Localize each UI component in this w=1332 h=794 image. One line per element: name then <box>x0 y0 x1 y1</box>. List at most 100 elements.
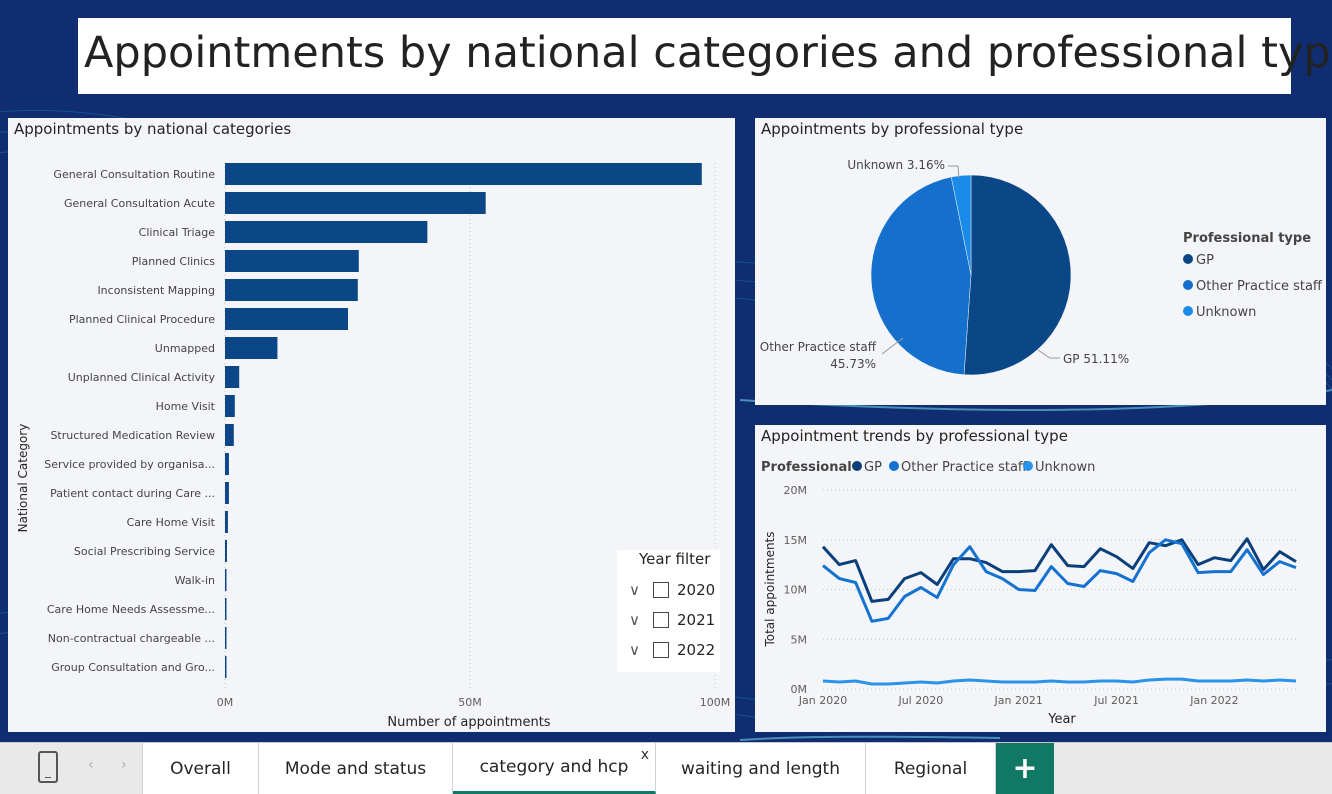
line-y-tick-label: 20M <box>784 484 808 497</box>
pie-legend-label: Unknown <box>1196 305 1256 320</box>
legend-dot <box>1183 280 1193 290</box>
tab-regional[interactable]: Regional <box>866 743 996 794</box>
bar[interactable] <box>225 598 227 620</box>
report-title: Appointments by national categories and … <box>84 28 1332 78</box>
bar[interactable] <box>225 656 227 678</box>
line-series[interactable] <box>821 537 1297 603</box>
pie-slice[interactable] <box>963 174 1072 376</box>
line-x-tick-label: Jan 2020 <box>798 694 847 707</box>
report-title-box: Appointments by national categories and … <box>78 18 1332 94</box>
bar[interactable] <box>225 569 227 591</box>
bar-chart: National Category Number of appointments… <box>16 163 730 730</box>
pie-label-other-value: 45.73% <box>830 357 876 371</box>
line-legend-title: Professional <box>761 460 852 475</box>
line-legend-item-other[interactable]: Other Practice staff <box>889 460 1028 475</box>
chevron-down-icon[interactable]: ∨ <box>629 641 640 659</box>
tab-next-icon[interactable]: › <box>121 757 127 773</box>
bar-category-label: Service provided by organisa... <box>44 458 215 471</box>
chevron-down-icon[interactable]: ∨ <box>629 611 640 629</box>
bar-category-label: Group Consultation and Gro... <box>51 661 215 674</box>
bar[interactable] <box>225 424 234 446</box>
bar-chart-y-axis-label: National Category <box>16 424 30 533</box>
mobile-layout-icon[interactable] <box>38 751 58 783</box>
legend-dot <box>1023 461 1033 471</box>
bar[interactable] <box>225 192 486 214</box>
tab-prev-icon[interactable]: ‹ <box>88 757 94 773</box>
pie-legend-label: Other Practice staff <box>1196 279 1323 294</box>
line-x-tick-label: Jan 2022 <box>1189 694 1238 707</box>
tab-label: Mode and status <box>284 758 427 779</box>
bar[interactable] <box>225 250 359 272</box>
year-option-2020[interactable]: ∨ 2020 <box>629 578 715 602</box>
line-legend-item-gp[interactable]: GP <box>852 460 882 475</box>
bar-category-label: Structured Medication Review <box>50 429 215 442</box>
line-chart-panel[interactable]: Appointment trends by professional type … <box>755 425 1326 732</box>
bar[interactable] <box>225 540 227 562</box>
tab-category-and-hcp[interactable]: category and hcp x <box>453 743 656 794</box>
bar-x-tick-label: 0M <box>217 696 234 709</box>
pie-legend-item-other[interactable]: Other Practice staff <box>1183 279 1323 294</box>
bar[interactable] <box>225 482 229 504</box>
bar-chart-panel[interactable]: Appointments by national categories Nati… <box>8 118 735 732</box>
add-page-button[interactable]: + <box>996 743 1054 794</box>
report-canvas: Appointments by national categories and … <box>0 18 1332 741</box>
close-icon[interactable]: x <box>640 747 649 763</box>
bar-chart-title: Appointments by national categories <box>14 120 292 138</box>
page-tab-bar: ‹ › Overall Mode and status category and… <box>0 742 1332 794</box>
line-y-tick-label: 15M <box>784 534 808 547</box>
bar[interactable] <box>225 337 278 359</box>
bar-x-tick-label: 50M <box>458 696 482 709</box>
bar-chart-x-axis-label: Number of appointments <box>387 715 550 730</box>
bar[interactable] <box>225 279 358 301</box>
pie-legend-title: Professional type <box>1183 231 1311 246</box>
year-checkbox[interactable] <box>653 642 669 658</box>
line-x-tick-label: Jul 2021 <box>1093 694 1139 707</box>
tab-label: Overall <box>170 758 231 779</box>
bar-category-label: General Consultation Routine <box>53 168 215 181</box>
pie-legend-item-unknown[interactable]: Unknown <box>1183 305 1256 320</box>
pie-slice[interactable] <box>950 174 972 276</box>
tab-mode-and-status[interactable]: Mode and status <box>259 743 453 794</box>
bar[interactable] <box>225 453 229 475</box>
tab-overall[interactable]: Overall <box>142 743 259 794</box>
bar-category-label: Inconsistent Mapping <box>97 284 215 297</box>
bar[interactable] <box>225 308 348 330</box>
bar[interactable] <box>225 221 428 243</box>
pie-slice[interactable] <box>870 176 972 376</box>
bar[interactable] <box>225 627 227 649</box>
pie-leader-other <box>881 337 904 355</box>
bar[interactable] <box>225 163 702 185</box>
line-chart-title: Appointment trends by professional type <box>761 427 1068 445</box>
bar-category-label: Planned Clinical Procedure <box>69 313 215 326</box>
bar[interactable] <box>225 395 235 417</box>
line-legend-item-unknown[interactable]: Unknown <box>1023 460 1095 475</box>
chevron-down-icon[interactable]: ∨ <box>629 581 640 599</box>
tab-label: Regional <box>893 758 968 779</box>
line-legend-label: Other Practice staff <box>901 460 1028 475</box>
year-checkbox[interactable] <box>653 582 669 598</box>
bar-category-label: Unplanned Clinical Activity <box>68 371 216 384</box>
line-y-tick-label: 0M <box>791 683 808 696</box>
bar-category-label: Unmapped <box>155 342 215 355</box>
bar[interactable] <box>225 511 228 533</box>
legend-dot <box>1183 306 1193 316</box>
pie-legend-item-gp[interactable]: GP <box>1183 253 1214 268</box>
pie-label-unknown: Unknown 3.16% <box>847 158 945 172</box>
bar-category-label: Social Prescribing Service <box>74 545 215 558</box>
line-series[interactable] <box>822 677 1297 686</box>
line-y-tick-label: 5M <box>791 633 808 646</box>
year-checkbox[interactable] <box>653 612 669 628</box>
bar-category-label: Planned Clinics <box>132 255 215 268</box>
line-series[interactable] <box>822 538 1297 623</box>
year-option-label: 2021 <box>677 611 716 629</box>
pie-leader-gp <box>1037 349 1060 359</box>
year-option-2021[interactable]: ∨ 2021 <box>629 608 715 632</box>
year-option-2022[interactable]: ∨ 2022 <box>629 638 715 662</box>
pie-chart-panel[interactable]: Appointments by professional type Unknow… <box>755 118 1326 405</box>
pie-leader-unknown <box>948 165 960 179</box>
bar-category-label: General Consultation Acute <box>64 197 215 210</box>
bar[interactable] <box>225 366 240 388</box>
tab-waiting-and-length[interactable]: waiting and length <box>656 743 866 794</box>
bar-category-label: Walk-in <box>175 574 215 587</box>
bar-category-label: Patient contact during Care ... <box>50 487 215 500</box>
